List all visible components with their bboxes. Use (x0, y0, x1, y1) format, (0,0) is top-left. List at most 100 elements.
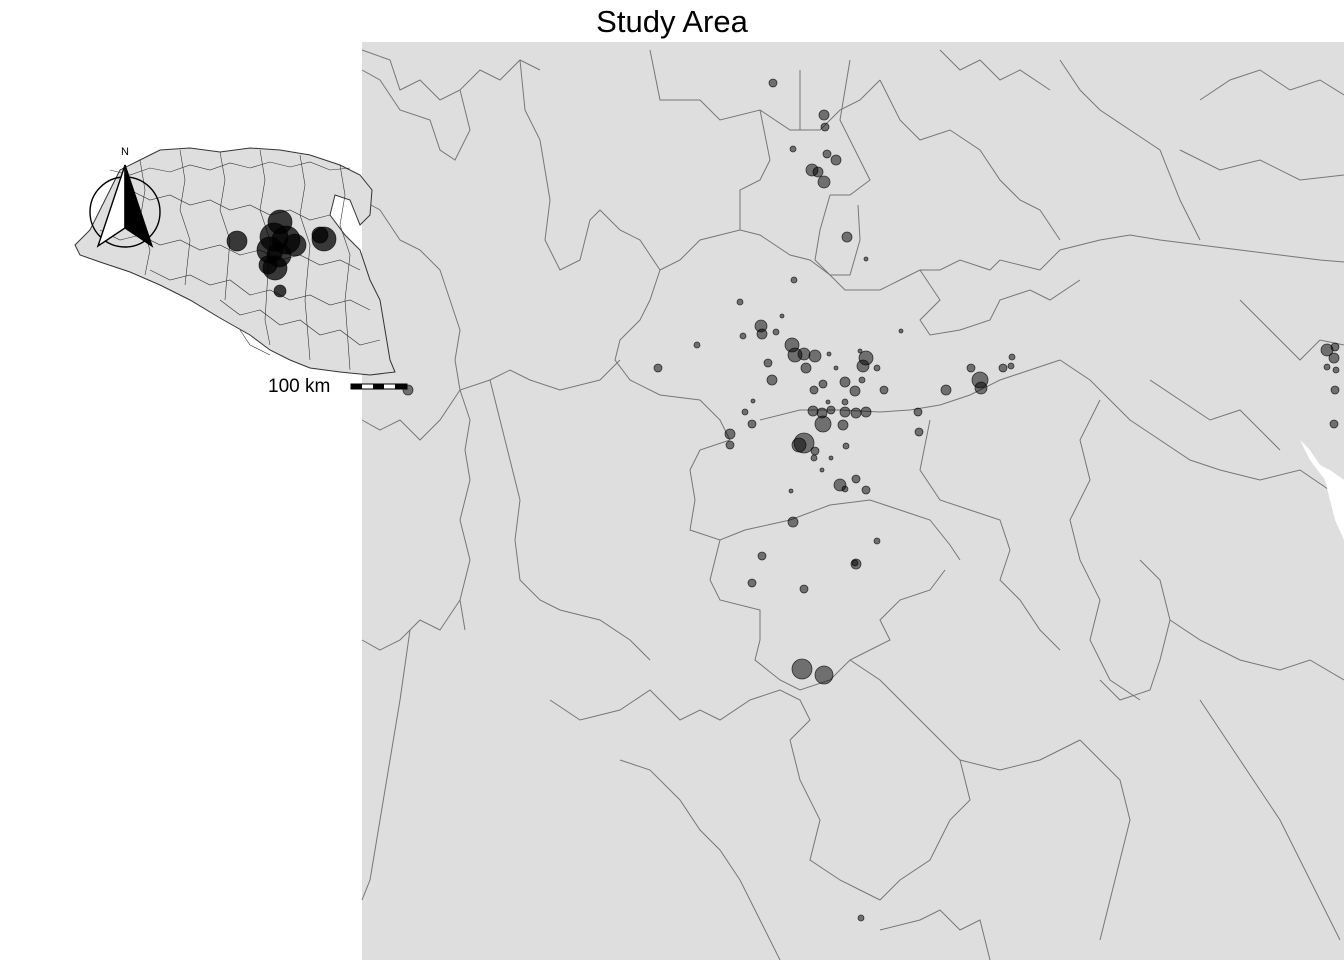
boundary-line (149, 269, 371, 311)
observation-point (820, 122, 830, 132)
boundary-line (1059, 359, 1344, 501)
boundary-line (489, 379, 651, 661)
inset-observation-point (311, 226, 329, 244)
observation-point (724, 428, 736, 440)
observation-point (837, 419, 849, 431)
observation-point (757, 551, 767, 561)
observation-point (741, 408, 749, 416)
observation-point (861, 485, 871, 495)
observation-point (839, 376, 851, 388)
observation-point (812, 166, 824, 178)
observation-point (791, 658, 813, 680)
observation-point (789, 145, 797, 153)
observation-point (822, 149, 832, 159)
observation-point (787, 516, 799, 528)
observation-point (974, 381, 988, 395)
observation-point (857, 348, 863, 354)
observation-point (828, 455, 834, 461)
boundary-line (1069, 399, 1141, 701)
observation-point (818, 379, 828, 389)
inset-map (74, 147, 396, 376)
observation-point (790, 276, 798, 284)
observation-point (1330, 385, 1340, 395)
observation-point (833, 365, 839, 371)
inset-observation-point (273, 284, 287, 298)
inset-observation-point (258, 255, 278, 275)
observation-point (1332, 366, 1340, 374)
boundary-line (879, 909, 991, 960)
observation-point (693, 341, 701, 349)
boundary-line (1179, 149, 1344, 181)
boundary-line (939, 49, 1051, 91)
boundary-line (1059, 59, 1201, 241)
boundary-line (959, 739, 1081, 771)
observation-point (1328, 352, 1340, 364)
map-panel (362, 42, 1344, 960)
boundary-line (799, 59, 871, 196)
observation-point (842, 442, 850, 450)
boundary-line (179, 149, 191, 286)
observation-point (817, 175, 831, 189)
boundary-line (1199, 699, 1341, 941)
observation-point (739, 332, 747, 340)
observation-point (898, 328, 904, 334)
observation-point (879, 385, 889, 395)
observation-point (799, 584, 809, 594)
boundary-line (361, 359, 621, 441)
observation-point (1329, 419, 1339, 429)
boundary-line (239, 329, 271, 356)
observation-point (810, 454, 818, 462)
north-arrow: N (89, 146, 161, 248)
inset-observation-point (283, 233, 307, 257)
observation-point (849, 385, 861, 397)
boundary-line (459, 389, 471, 631)
observation-point (747, 578, 757, 588)
observation-point (863, 256, 869, 262)
boundary-line (849, 659, 971, 831)
observation-point (807, 405, 819, 417)
observation-point (851, 474, 861, 484)
boundary-line (1239, 299, 1344, 361)
municipal-boundaries (361, 49, 1344, 960)
boundary-line (659, 109, 771, 271)
boundary-line (219, 151, 231, 301)
observation-point (747, 419, 757, 429)
observation-point (830, 154, 842, 166)
observation-point (1323, 363, 1331, 371)
observation-point (791, 437, 807, 453)
observation-points (402, 78, 1340, 922)
boundary-line (739, 229, 1041, 291)
observation-point (819, 467, 825, 473)
boundary-line (1149, 379, 1281, 451)
observation-point (914, 427, 924, 437)
observation-point (402, 384, 414, 396)
boundary-line (129, 189, 331, 221)
boundary-line (709, 539, 946, 691)
observation-point (1007, 362, 1015, 370)
boundary-line (689, 439, 961, 561)
boundary-line (614, 269, 731, 441)
observation-point (788, 488, 794, 494)
boundary-line (549, 689, 811, 741)
north-label: N (121, 146, 129, 158)
observation-point (873, 364, 881, 372)
observation-point (857, 914, 865, 922)
boundary-line (1199, 69, 1344, 101)
boundary-line (259, 149, 271, 346)
observation-point (814, 665, 834, 685)
observation-point (860, 406, 872, 418)
observation-point (1008, 353, 1016, 361)
scale-bar-segment (373, 384, 384, 389)
map-title: Study Area (596, 4, 748, 39)
coastline (1300, 440, 1344, 540)
observation-point (736, 298, 744, 306)
observation-point (841, 398, 849, 406)
observation-point (839, 406, 851, 418)
observation-point (856, 359, 870, 373)
inset-boundaries (99, 149, 381, 371)
boundary-line (879, 79, 1061, 241)
boundary-line (361, 69, 471, 161)
observation-point (797, 347, 811, 361)
boundary-line (299, 154, 311, 361)
